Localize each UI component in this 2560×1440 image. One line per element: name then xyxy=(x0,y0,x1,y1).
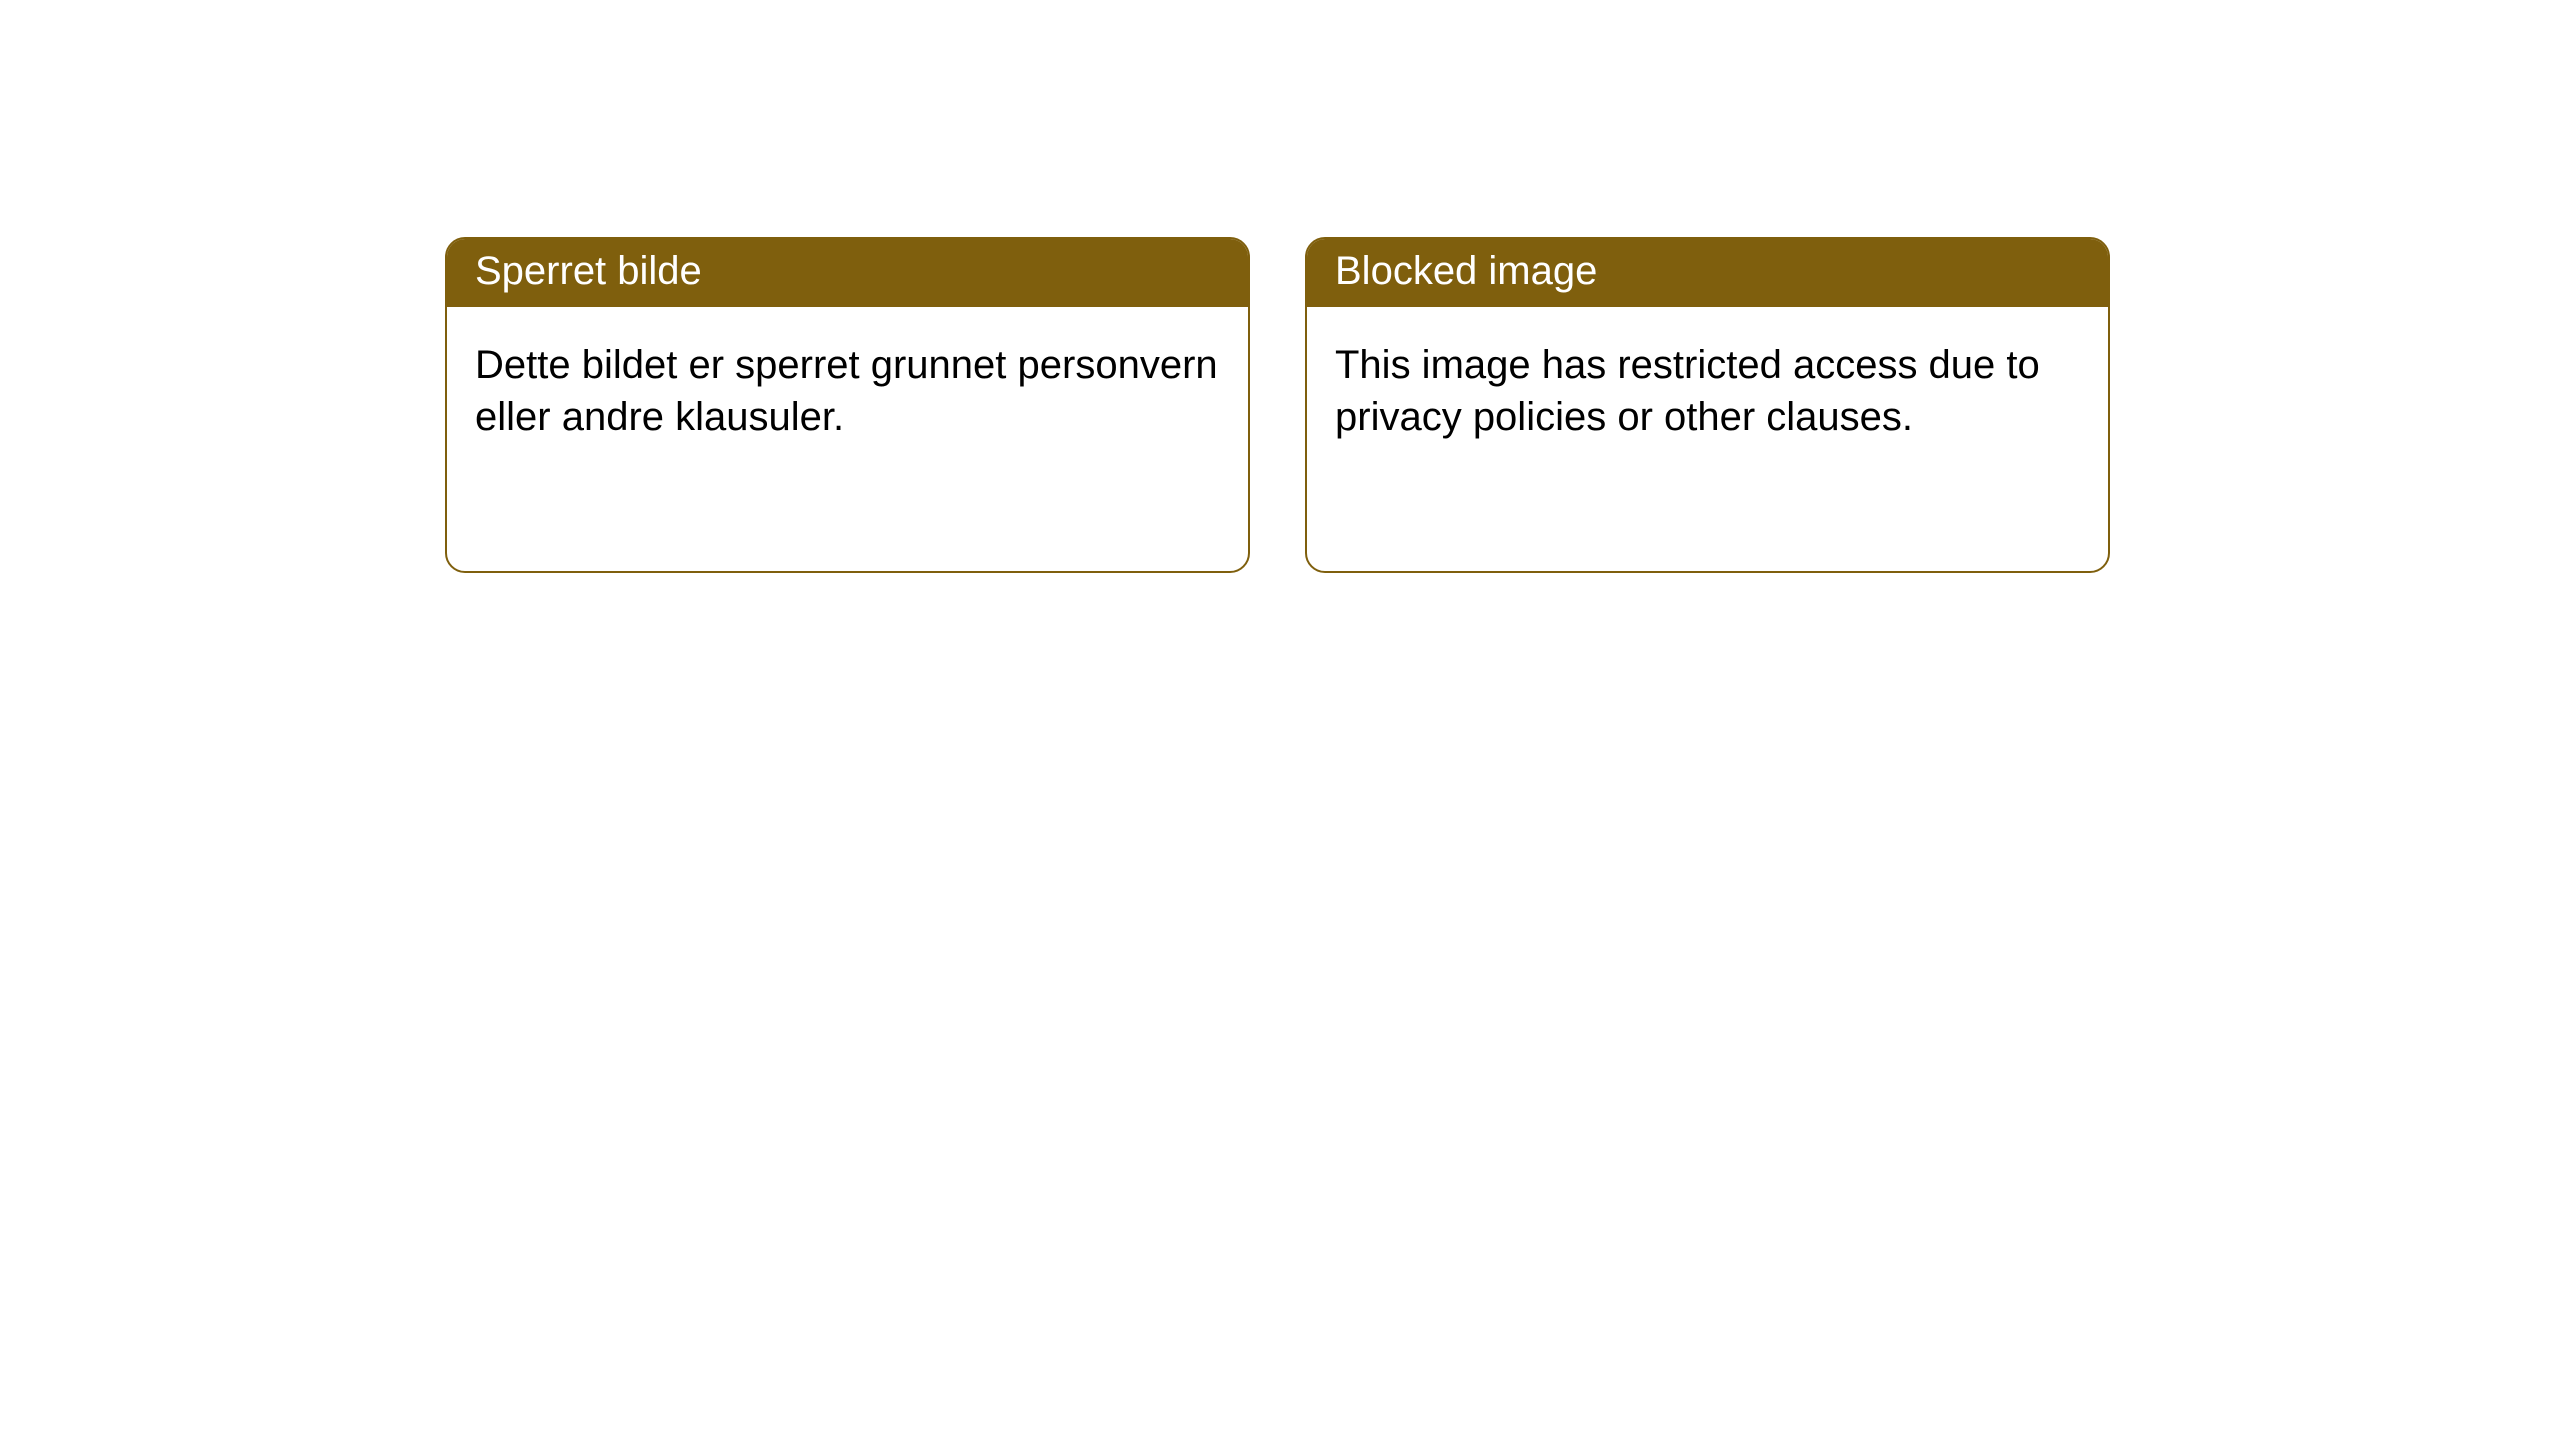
card-body-en: This image has restricted access due to … xyxy=(1307,307,2108,475)
card-title-en: Blocked image xyxy=(1307,239,2108,307)
cards-container: Sperret bilde Dette bildet er sperret gr… xyxy=(0,0,2560,573)
card-body-no: Dette bildet er sperret grunnet personve… xyxy=(447,307,1248,475)
card-title-no: Sperret bilde xyxy=(447,239,1248,307)
blocked-image-card-en: Blocked image This image has restricted … xyxy=(1305,237,2110,573)
blocked-image-card-no: Sperret bilde Dette bildet er sperret gr… xyxy=(445,237,1250,573)
